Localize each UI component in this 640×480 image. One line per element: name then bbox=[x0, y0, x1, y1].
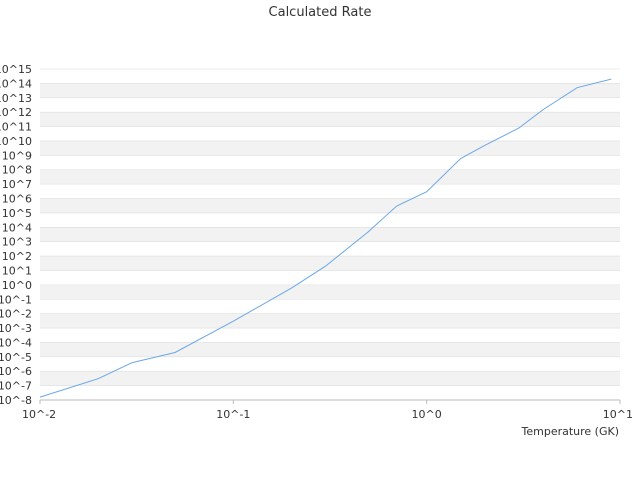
y-tick-label: 10^13 bbox=[0, 92, 32, 105]
grid-bands bbox=[40, 68, 620, 401]
grid-band bbox=[40, 198, 620, 213]
series-line bbox=[39, 78, 612, 398]
grid-band bbox=[40, 169, 620, 185]
y-tick-label: 10^-1 bbox=[0, 293, 32, 306]
y-tick-label: 10^-6 bbox=[0, 365, 32, 378]
y-tick-label: 10^15 bbox=[0, 63, 32, 76]
y-tick-label: 10^3 bbox=[2, 236, 32, 249]
x-tick-label: 10^1 bbox=[603, 408, 633, 421]
y-tick-label: 10^8 bbox=[2, 164, 32, 177]
x-tick-labels: 10^-2 10^-1 10^0 10^1 bbox=[22, 400, 633, 421]
grid-band bbox=[40, 256, 620, 271]
x-tick-label: 10^0 bbox=[412, 408, 442, 421]
grid-band bbox=[40, 83, 620, 98]
y-tick-label: 10^11 bbox=[0, 121, 32, 134]
y-tick-labels: 10^-810^-7 10^-610^-5 10^-410^-310^-2 10^-1… bbox=[0, 63, 32, 407]
x-axis-label: Temperature (GK) bbox=[521, 425, 620, 438]
x-tick-label: 10^-1 bbox=[216, 408, 250, 421]
y-tick-label: 10^12 bbox=[0, 106, 32, 119]
grid-band bbox=[40, 313, 620, 329]
y-tick-label: 10^2 bbox=[2, 250, 32, 263]
grid-band bbox=[40, 140, 620, 156]
y-tick-label: 10^4 bbox=[2, 221, 32, 234]
y-tick-label: 10^-5 bbox=[0, 351, 32, 364]
y-tick-label: 10^9 bbox=[2, 149, 32, 162]
grid-band bbox=[40, 284, 620, 300]
y-tick-label: 10^-4 bbox=[0, 336, 32, 349]
y-tick-label: 10^-3 bbox=[0, 322, 32, 335]
y-tick-label: 10^-8 bbox=[0, 394, 32, 407]
y-tick-label: 10^6 bbox=[2, 193, 32, 206]
grid-band bbox=[40, 227, 620, 242]
y-tick-label: 10^7 bbox=[2, 178, 32, 191]
y-tick-label: 10^14 bbox=[0, 77, 32, 90]
y-tick-label: 10^10 bbox=[0, 135, 32, 148]
grid-band bbox=[40, 112, 620, 127]
x-tick-label: 10^-2 bbox=[22, 408, 56, 421]
grid-band bbox=[40, 371, 620, 386]
y-tick-label: 10^0 bbox=[2, 279, 32, 292]
chart-title: Calculated Rate bbox=[269, 5, 372, 20]
grid-band bbox=[40, 342, 620, 357]
y-tick-label: 10^-2 bbox=[0, 308, 32, 321]
y-tick-label: 10^-7 bbox=[0, 380, 32, 393]
y-tick-label: 10^5 bbox=[2, 207, 32, 220]
y-tick-label: 10^1 bbox=[2, 264, 32, 277]
